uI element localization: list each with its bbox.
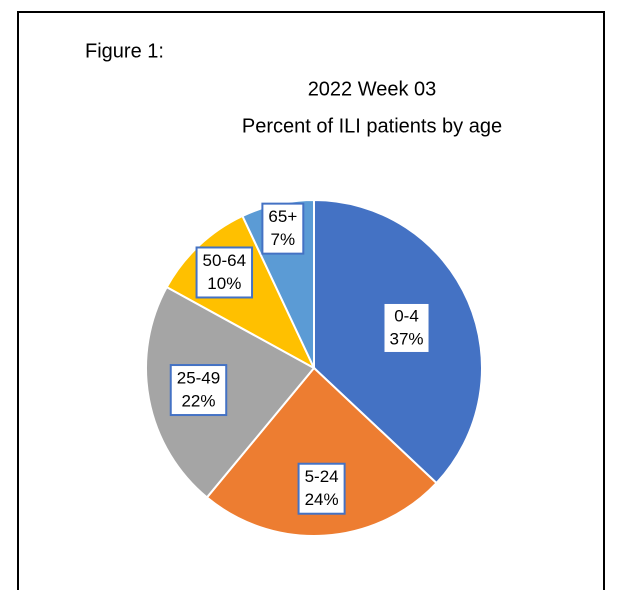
- data-label-value: 10%: [207, 274, 241, 293]
- data-label-category: 65+: [268, 207, 297, 226]
- data-label-value: 7%: [271, 230, 296, 249]
- data-label-category: 5-24: [305, 467, 339, 486]
- data-label-category: 50-64: [203, 251, 246, 270]
- figure-label: Figure 1:: [85, 40, 164, 62]
- chart-subtitle: Percent of ILI patients by age: [242, 115, 502, 137]
- data-label-box: [195, 246, 254, 299]
- data-label-box: [382, 301, 431, 354]
- pie-slice: [145, 285, 316, 499]
- data-label-value: 22%: [181, 392, 215, 411]
- chart-title: 2022 Week 03: [308, 78, 437, 100]
- data-label-category: 0-4: [394, 306, 419, 325]
- data-label-box: [297, 462, 346, 515]
- data-label-value: 37%: [389, 329, 423, 348]
- data-label-box: [169, 364, 228, 417]
- data-label-box: [261, 202, 305, 255]
- pie-slice: [205, 366, 438, 537]
- data-label-value: 24%: [305, 490, 339, 509]
- data-label-category: 25-49: [177, 369, 220, 388]
